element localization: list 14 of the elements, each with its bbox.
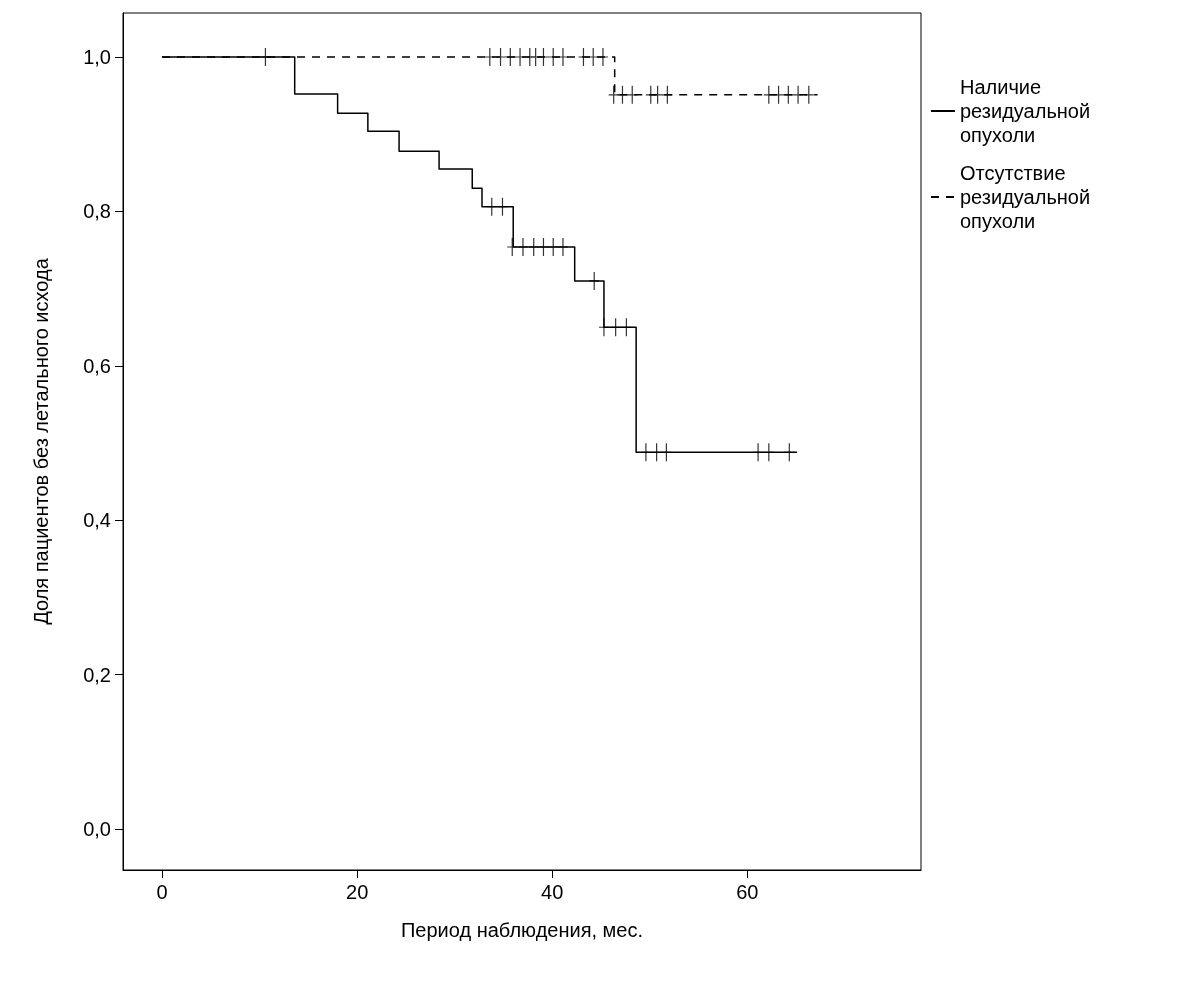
x-axis-title: Период наблюдения, мес. [400,919,644,941]
y-tick-label: 0,8 [83,200,111,223]
legend-label: Отсутствие резидуальной опухоли [960,162,1091,232]
y-tick-label: 0,4 [83,509,111,532]
y-tick-label: 0,6 [83,354,111,377]
y-tick-label: 0,2 [83,663,111,686]
x-tick-label: 20 [346,881,369,903]
y-tick-label: 1,0 [83,46,111,69]
x-tick-label: 40 [541,881,564,903]
x-tick-label: 60 [736,881,759,903]
legend-label: Наличие резидуальной опухоли [960,76,1091,146]
y-axis-title: Доля пациентов без летального исхода [30,257,52,625]
x-tick-label: 0 [156,881,168,903]
y-tick-label: 0,0 [83,818,111,841]
